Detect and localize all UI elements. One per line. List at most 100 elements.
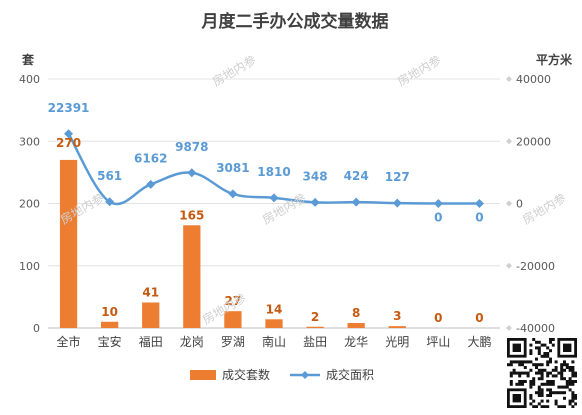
qr-module (546, 371, 550, 375)
qr-module (557, 371, 561, 375)
line-point (474, 199, 484, 208)
qr-module (546, 399, 550, 403)
qr-module (571, 374, 575, 378)
qr-module (568, 402, 572, 406)
line-data-label: 0 (475, 211, 483, 225)
right-tick-marker (506, 262, 512, 269)
qr-module (574, 394, 578, 397)
qr-code (507, 338, 578, 409)
line-point (228, 189, 238, 199)
qr-module (560, 391, 564, 395)
qr-module (537, 368, 541, 372)
qr-module (563, 360, 566, 364)
qr-module (560, 371, 564, 375)
legend-label: 成交面积 (326, 367, 374, 382)
left-tick-label: 400 (19, 73, 40, 86)
qr-module (518, 360, 522, 364)
qr-module (560, 405, 564, 409)
qr-module (521, 380, 524, 383)
qr-module (554, 402, 558, 406)
left-tick-label: 200 (19, 198, 40, 211)
qr-module (540, 368, 544, 372)
qr-module (521, 371, 524, 375)
x-tick-label: 大鹏 (467, 335, 491, 349)
qr-module (535, 346, 538, 350)
line-point (392, 198, 402, 208)
qr-module (512, 371, 516, 375)
bar-data-label: 270 (56, 136, 81, 150)
qr-module (537, 377, 541, 381)
qr-module (560, 374, 564, 378)
qr-module (560, 368, 564, 372)
qr-module (568, 377, 572, 381)
qr-module (574, 371, 578, 375)
qr-module (540, 371, 544, 375)
right-tick-label: 20000 (516, 135, 551, 148)
qr-module (509, 374, 513, 378)
qr-module (563, 385, 566, 389)
qr-module (574, 380, 578, 383)
left-tick-label: 100 (19, 260, 40, 273)
legend-label: 成交套数 (222, 367, 270, 382)
bar-data-label: 10 (101, 305, 118, 319)
qr-module (546, 405, 550, 409)
qr-module (535, 371, 538, 375)
qr-module (540, 405, 544, 409)
qr-module (546, 352, 550, 355)
qr-module (518, 371, 522, 375)
qr-module (554, 399, 558, 403)
qr-module (529, 380, 533, 383)
qr-module (546, 363, 550, 367)
qr-module (546, 388, 550, 392)
qr-module (554, 391, 558, 395)
qr-module (540, 391, 544, 395)
qr-module (546, 382, 550, 386)
right-tick-label: -40000 (516, 322, 555, 335)
right-axis-unit: 平方米 (536, 52, 573, 67)
bar (142, 302, 160, 328)
line-data-label: 127 (385, 170, 410, 184)
bar (224, 311, 242, 328)
qr-module (529, 368, 533, 372)
left-axis-unit: 套 (21, 52, 35, 67)
qr-module (560, 385, 564, 389)
qr-module (526, 371, 530, 375)
qr-module (532, 405, 536, 409)
line-data-label: 561 (97, 169, 122, 183)
qr-module (546, 380, 550, 383)
bar (388, 326, 406, 328)
qr-module (563, 405, 566, 409)
qr-module (568, 368, 572, 372)
qr-module (549, 394, 552, 397)
qr-module (549, 340, 552, 344)
line-data-label: 1810 (257, 165, 290, 179)
right-tick-label: 0 (516, 198, 523, 211)
qr-module (537, 402, 541, 406)
x-tick-label: 南山 (262, 334, 286, 349)
bar-data-label: 3 (393, 309, 401, 323)
qr-module (543, 352, 547, 355)
bar (101, 321, 119, 328)
qr-module (515, 371, 519, 375)
qr-module (551, 374, 555, 378)
right-tick-label: -20000 (516, 260, 555, 273)
qr-module (532, 338, 536, 341)
qr-module (535, 366, 538, 369)
qr-module (554, 366, 558, 369)
bar-data-label: 2 (311, 310, 319, 324)
qr-module (571, 380, 575, 383)
line-data-label: 424 (344, 169, 369, 183)
qr-module (549, 357, 552, 361)
qr-module (543, 368, 547, 372)
qr-module (568, 382, 572, 386)
qr-module (549, 382, 552, 386)
qr-module (537, 363, 541, 367)
qr-module (523, 371, 527, 375)
qr-module (557, 391, 561, 395)
bar-data-label: 0 (475, 311, 483, 325)
qr-module (529, 382, 533, 386)
qr-module (565, 380, 569, 383)
x-tick-label: 龙岗 (180, 335, 204, 349)
qr-finder (512, 343, 521, 352)
